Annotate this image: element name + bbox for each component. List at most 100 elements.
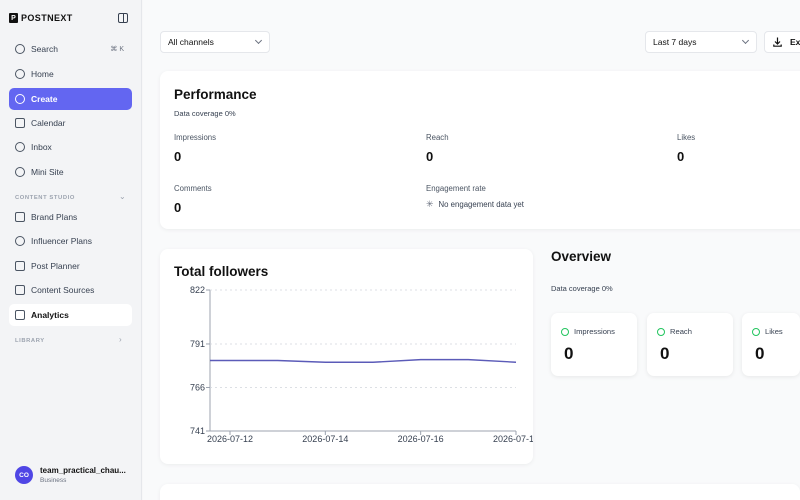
engagement-rate-label: Engagement rate: [426, 184, 486, 193]
sparkle-icon: ✳: [426, 199, 434, 209]
sidebar-item-label: Analytics: [31, 310, 69, 320]
comments-value: 0: [174, 200, 182, 215]
overview-likes-label-row: Likes: [752, 327, 783, 336]
engagement-empty-state: ✳ No engagement data yet: [426, 199, 524, 210]
overview-reach-label-row: Reach: [657, 327, 692, 336]
overview-impressions-card: Impressions 0: [551, 313, 637, 376]
users-icon: [15, 236, 25, 246]
sidebar: P POSTNEXT Search ⌘ K Home Create Calend…: [0, 0, 142, 500]
overview-likes-card: Likes 0: [742, 313, 800, 376]
search-icon: [15, 44, 25, 54]
check-circle-icon: [752, 327, 760, 336]
chevron-down-icon[interactable]: ⌄: [119, 192, 126, 201]
impressions-label: Impressions: [174, 133, 217, 142]
check-circle-icon: [561, 327, 569, 336]
library-section-label: LIBRARY: [15, 338, 45, 344]
channel-select[interactable]: All channels: [160, 31, 270, 53]
chevron-right-icon[interactable]: ›: [119, 335, 122, 344]
sidebar-item-home[interactable]: Home: [9, 63, 132, 85]
user-profile[interactable]: CO team_practical_chau... Business: [15, 466, 126, 484]
sidebar-item-label: Create: [31, 94, 58, 104]
user-name: team_practical_chau...: [40, 466, 126, 475]
sidebar-item-create[interactable]: Create: [9, 88, 132, 110]
followers-series-line: [210, 358, 517, 363]
overview-reach-card: Reach 0: [647, 313, 733, 376]
likes-value: 0: [677, 149, 685, 164]
check-circle-icon: [657, 327, 665, 336]
followers-chart: 741 766 791 822 2026-07-12 2026-07-14 2026-07-…: [190, 285, 533, 444]
sidebar-item-label: Content Sources: [31, 285, 95, 295]
x-tick-label: 2026-07-16: [398, 434, 444, 444]
sidebar-item-inbox[interactable]: Inbox: [9, 136, 132, 158]
export-label: Ex: [790, 37, 800, 47]
comments-label: Comments: [174, 184, 212, 193]
overview-impressions-label: Impressions: [574, 327, 615, 336]
document-icon: [15, 212, 25, 222]
search-button[interactable]: Search ⌘ K: [9, 38, 132, 60]
file-icon: [15, 261, 25, 271]
sidebar-item-mini-site[interactable]: Mini Site: [9, 161, 132, 183]
chart-icon: [15, 310, 25, 320]
brand-logo[interactable]: P POSTNEXT: [9, 13, 73, 23]
avatar: CO: [15, 466, 33, 484]
overview-likes-value: 0: [755, 344, 765, 363]
overview-coverage: Data coverage 0%: [551, 284, 613, 293]
sidebar-collapse-icon[interactable]: [118, 13, 128, 23]
followers-card: Total followers 741 766 791 822 2026-07-12 20…: [160, 249, 533, 464]
user-plan: Business: [40, 477, 67, 484]
sidebar-item-analytics[interactable]: Analytics: [9, 304, 132, 326]
engagement-empty-text: No engagement data yet: [438, 200, 524, 209]
inbox-icon: [15, 142, 25, 152]
next-card: [160, 484, 800, 500]
date-range-value: Last 7 days: [653, 37, 697, 47]
x-tick-label: 2026-07-12: [207, 434, 253, 444]
performance-card: Performance Data coverage 0% Impressions…: [160, 71, 800, 229]
sidebar-item-label: Home: [31, 69, 54, 79]
calendar-icon: [15, 118, 25, 128]
sidebar-item-label: Mini Site: [31, 167, 64, 177]
likes-label: Likes: [677, 133, 696, 142]
overview-title: Overview: [551, 249, 612, 264]
sidebar-item-influencer-plans[interactable]: Influencer Plans: [9, 230, 132, 252]
y-tick-label: 741: [190, 426, 205, 436]
globe-icon: [15, 167, 25, 177]
overview-likes-label: Likes: [765, 327, 783, 336]
performance-title: Performance: [174, 87, 257, 102]
reach-value: 0: [426, 149, 434, 164]
folder-icon: [15, 285, 25, 295]
overview-impressions-value: 0: [564, 344, 574, 363]
y-tick-label: 766: [190, 382, 205, 392]
overview-reach-value: 0: [660, 344, 670, 363]
search-label: Search: [31, 44, 58, 54]
home-icon: [15, 69, 25, 79]
x-tick-label: 2026-07-14: [302, 434, 348, 444]
overview-reach-label: Reach: [670, 327, 692, 336]
reach-label: Reach: [426, 133, 449, 142]
y-tick-label: 822: [190, 285, 205, 295]
chevron-down-icon: [254, 36, 263, 45]
impressions-value: 0: [174, 149, 182, 164]
sidebar-item-post-planner[interactable]: Post Planner: [9, 255, 132, 277]
search-shortcut: ⌘ K: [110, 46, 124, 53]
sidebar-item-label: Post Planner: [31, 261, 80, 271]
performance-coverage: Data coverage 0%: [174, 109, 236, 118]
brand-name: POSTNEXT: [21, 13, 73, 23]
y-tick-label: 791: [190, 339, 205, 349]
sidebar-item-calendar[interactable]: Calendar: [9, 112, 132, 134]
sidebar-item-label: Inbox: [31, 142, 52, 152]
export-button[interactable]: Ex: [764, 31, 800, 53]
sidebar-item-brand-plans[interactable]: Brand Plans: [9, 206, 132, 228]
x-tick-label: 2026-07-18: [493, 434, 533, 444]
download-icon: [773, 37, 782, 47]
content-studio-section-label: CONTENT STUDIO: [15, 195, 75, 201]
plus-circle-icon: [15, 94, 25, 104]
overview-impressions-label-row: Impressions: [561, 327, 615, 336]
sidebar-item-label: Brand Plans: [31, 212, 78, 222]
main-content: All channels Last 7 days Ex Performance …: [143, 0, 800, 500]
date-range-select[interactable]: Last 7 days: [645, 31, 757, 53]
sidebar-item-label: Calendar: [31, 118, 66, 128]
sidebar-item-content-sources[interactable]: Content Sources: [9, 279, 132, 301]
followers-title: Total followers: [174, 264, 269, 279]
brand-mark: P: [9, 13, 18, 23]
channel-select-value: All channels: [168, 37, 214, 47]
